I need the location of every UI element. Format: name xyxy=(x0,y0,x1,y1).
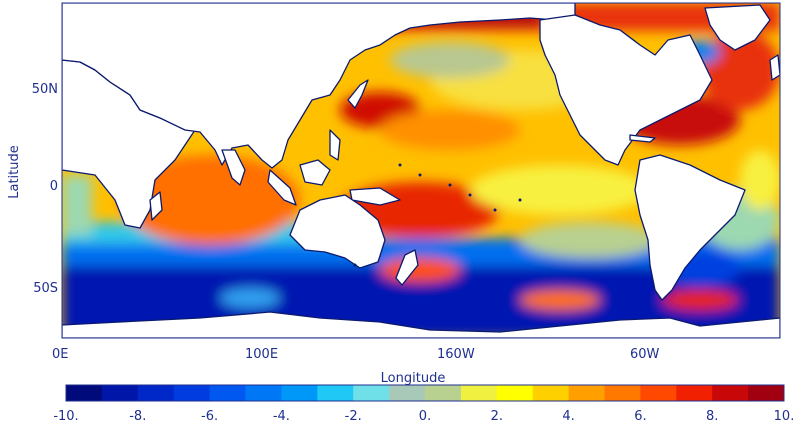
colorbar-tick-label: -8. xyxy=(129,409,146,424)
south-america xyxy=(634,154,746,301)
x-tick-label: 60W xyxy=(630,347,660,362)
y-tick-label: 0 xyxy=(50,179,58,194)
x-tick-label: 100E xyxy=(245,347,278,362)
cuba xyxy=(629,134,656,143)
colorbar-tick-label: 0. xyxy=(419,409,431,424)
india xyxy=(221,149,246,186)
colorbar-swatch xyxy=(101,385,139,401)
colorbar-tick-label: -10. xyxy=(53,409,78,424)
colorbar-frame xyxy=(65,384,785,402)
map-panel xyxy=(62,3,780,338)
colorbar-swatch xyxy=(389,385,426,401)
land-masses xyxy=(62,3,780,338)
colorbar-swatch xyxy=(281,385,318,401)
colorbar-swatch xyxy=(532,385,570,401)
y-tick-label: 50N xyxy=(32,82,58,97)
borneo xyxy=(299,159,331,186)
new-zealand xyxy=(395,249,419,286)
y-axis-ticks: 50N 0 50S xyxy=(32,82,58,296)
japan xyxy=(347,79,369,109)
colorbar-swatch xyxy=(604,385,641,401)
eurasia xyxy=(62,3,576,169)
colorbar-swatch xyxy=(568,385,605,401)
colorbar-tick-label: 2. xyxy=(491,409,503,424)
philippines xyxy=(329,129,341,161)
colorbar-swatch xyxy=(676,385,713,401)
colorbar-tick-label: 6. xyxy=(634,409,646,424)
colorbar-tick-label: -2. xyxy=(345,409,362,424)
colorbar-swatch xyxy=(317,385,354,401)
colorbar-swatch xyxy=(353,385,390,401)
colorbar-swatch xyxy=(425,385,462,401)
x-axis-title: Longitude xyxy=(381,371,446,386)
madagascar xyxy=(149,191,163,221)
colorbar-swatch xyxy=(460,385,498,401)
y-axis-title: Latitude xyxy=(7,145,22,199)
british-isles xyxy=(769,54,780,81)
antarctica xyxy=(62,311,780,338)
colorbar xyxy=(66,385,785,401)
australia xyxy=(289,194,386,269)
colorbar-swatch xyxy=(137,385,175,401)
colorbar-swatch xyxy=(66,385,103,401)
x-axis-ticks: 0E 100E 160W 60W xyxy=(52,347,660,362)
map-frame xyxy=(61,2,781,339)
colorbar-swatch xyxy=(496,385,534,401)
colorbar-tick-label: -4. xyxy=(273,409,290,424)
colorbar-swatch xyxy=(173,385,211,401)
x-tick-label: 0E xyxy=(52,347,69,362)
colorbar-tick-labels: -10. -8. -6. -4. -2. 0. 2. 4. 6. 8. 10. xyxy=(53,409,794,424)
sumatra xyxy=(267,169,297,206)
colorbar-tick-label: 8. xyxy=(706,409,718,424)
colorbar-swatch xyxy=(748,385,785,401)
colorbar-tick-label: 4. xyxy=(562,409,574,424)
new-guinea xyxy=(349,187,401,206)
colorbar-tick-label: 10. xyxy=(774,409,795,424)
x-tick-label: 160W xyxy=(437,347,475,362)
colorbar-swatch xyxy=(640,385,677,401)
pacific-islands xyxy=(353,163,522,267)
colorbar-swatch xyxy=(712,385,749,401)
y-tick-label: 50S xyxy=(33,281,58,296)
greenland xyxy=(704,4,771,51)
colorbar-swatch xyxy=(245,385,282,401)
north-america xyxy=(539,14,713,166)
colorbar-tick-label: -6. xyxy=(201,409,218,424)
colorbar-swatch xyxy=(209,385,246,401)
